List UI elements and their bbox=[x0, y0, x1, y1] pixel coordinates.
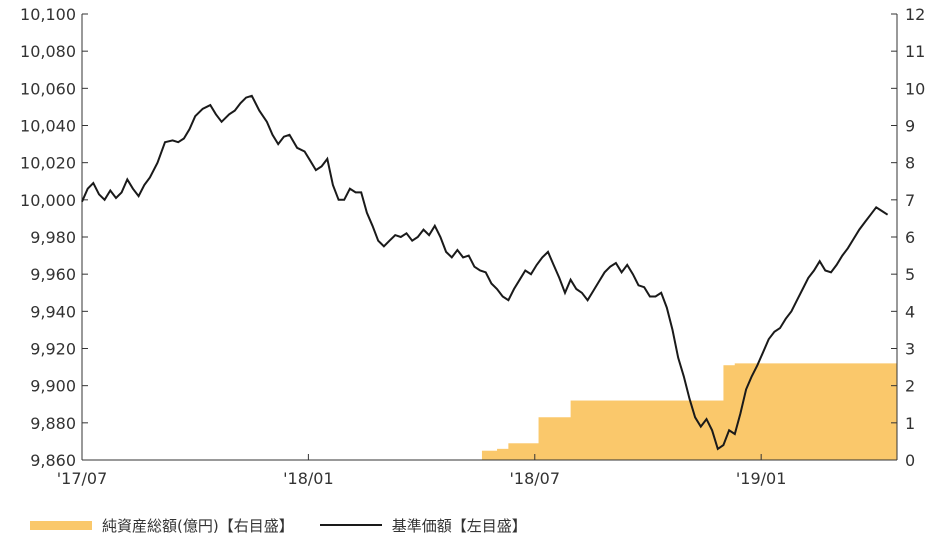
x-tick-label: '18/01 bbox=[283, 469, 334, 488]
chart: 9,860 9,880 9,900 9,920 9,940 9,960 9,980 10,00… bbox=[20, 5, 925, 488]
area-step bbox=[734, 363, 898, 460]
y-right-tick-label: 3 bbox=[905, 340, 915, 359]
y-left-tick-label: 10,020 bbox=[20, 154, 76, 173]
axes bbox=[81, 13, 898, 461]
area-step bbox=[508, 443, 540, 460]
net-assets-area bbox=[481, 363, 898, 460]
y-left-tick-label: 10,040 bbox=[20, 117, 76, 136]
nav-line bbox=[81, 94, 889, 451]
y-right-tick-label: 6 bbox=[905, 228, 915, 247]
area-step bbox=[538, 417, 572, 460]
y-right-tick-label: 9 bbox=[905, 117, 915, 136]
y-left-tick-label: 9,960 bbox=[30, 265, 76, 284]
y-right-tick-label: 1 bbox=[905, 414, 915, 433]
legend-swatch-line bbox=[319, 524, 382, 526]
y-left-tick-label: 10,100 bbox=[20, 5, 76, 24]
y-left-tick-label: 9,860 bbox=[30, 451, 76, 470]
area-step bbox=[481, 450, 498, 460]
y-left-tick-label: 9,940 bbox=[30, 302, 76, 321]
y-left-tick-label: 9,920 bbox=[30, 340, 76, 359]
legend-label-net-assets: 純資産総額(億円)【右目盛】 bbox=[102, 516, 294, 535]
legend-label-nav: 基準価額【左目盛】 bbox=[391, 516, 527, 535]
tick-labels: 9,860 9,880 9,900 9,920 9,940 9,960 9,980 10,00… bbox=[20, 5, 925, 488]
legend: 純資産総額(億円)【右目盛】 基準価額【左目盛】 bbox=[30, 514, 553, 536]
y-right-tick-label: 0 bbox=[905, 451, 915, 470]
area-step bbox=[497, 448, 509, 460]
y-left-tick-label: 9,880 bbox=[30, 414, 76, 433]
y-left-tick-label: 9,980 bbox=[30, 228, 76, 247]
y-right-tick-label: 8 bbox=[905, 154, 915, 173]
legend-item-net-assets: 純資産総額(億円)【右目盛】 bbox=[30, 515, 294, 536]
y-right-tick-label: 4 bbox=[905, 302, 915, 321]
y-right-tick-label: 12 bbox=[905, 5, 925, 24]
x-tick-label: '19/01 bbox=[736, 469, 787, 488]
x-tick-label: '18/07 bbox=[510, 469, 561, 488]
x-tick-label: '17/07 bbox=[57, 469, 108, 488]
y-right-tick-label: 7 bbox=[905, 191, 915, 210]
y-right-tick-label: 10 bbox=[905, 79, 925, 98]
y-right-tick-label: 5 bbox=[905, 265, 915, 284]
legend-item-nav: 基準価額【左目盛】 bbox=[319, 515, 527, 536]
y-left-tick-label: 10,060 bbox=[20, 79, 76, 98]
area-step bbox=[570, 400, 724, 460]
y-left-tick-label: 10,000 bbox=[20, 191, 76, 210]
legend-swatch-area bbox=[30, 520, 92, 530]
y-right-tick-label: 11 bbox=[905, 42, 925, 61]
y-left-tick-label: 10,080 bbox=[20, 42, 76, 61]
y-left-tick-label: 9,900 bbox=[30, 377, 76, 396]
y-right-tick-label: 2 bbox=[905, 377, 915, 396]
area-step bbox=[723, 365, 736, 460]
